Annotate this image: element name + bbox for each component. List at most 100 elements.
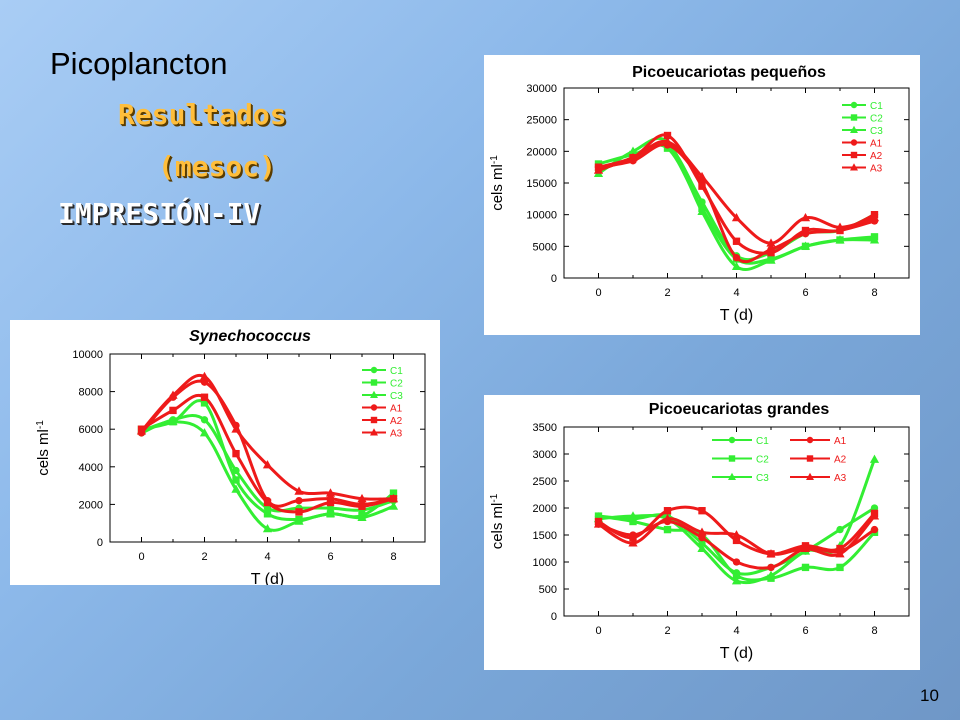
y-tick-label: 10000	[72, 349, 103, 361]
y-axis-label: cels ml-1	[489, 493, 507, 549]
data-point-a2	[629, 534, 637, 542]
data-point-a3	[766, 238, 776, 247]
data-point-a3	[262, 460, 273, 469]
data-point-a3	[628, 152, 638, 162]
data-point-c2	[663, 525, 672, 534]
chart-title: Picoeucariotas pequeños	[632, 64, 826, 81]
page-number: 10	[920, 686, 939, 705]
data-point-a2	[767, 248, 775, 257]
y-tick-label: 4000	[79, 462, 103, 474]
x-tick-label: 4	[264, 551, 270, 563]
y-tick-label: 2000	[533, 503, 557, 515]
data-point-c2	[232, 476, 240, 484]
data-point-a3	[869, 213, 880, 222]
data-point-a3	[662, 137, 673, 146]
data-point-c2	[836, 563, 844, 572]
data-point-a3	[697, 527, 707, 536]
legend-marker-c2	[370, 379, 378, 386]
x-tick-label: 8	[871, 287, 877, 299]
data-point-c3	[869, 454, 880, 463]
data-point-a3	[800, 213, 811, 222]
data-point-a2	[263, 498, 272, 507]
legend-marker-a2	[850, 151, 858, 159]
data-point-a3	[199, 371, 210, 381]
slide-subtitle-resultados: Resultados	[118, 98, 287, 131]
data-point-a1	[870, 525, 879, 534]
y-tick-label: 6000	[79, 424, 103, 436]
slide-subtitle-impresion: IMPRESIÓN-IV	[58, 197, 261, 230]
legend-marker-c2	[728, 455, 736, 462]
data-point-c3	[766, 255, 776, 264]
y-tick-label: 20000	[526, 146, 557, 158]
data-point-a3	[325, 488, 336, 497]
x-tick-label: 0	[595, 625, 601, 637]
data-point-c3	[168, 416, 178, 426]
data-point-c2	[629, 517, 637, 526]
data-point-a3	[766, 549, 776, 558]
y-tick-label: 15000	[526, 178, 557, 190]
data-point-c3	[697, 543, 707, 552]
chart-title: Synechococcus	[189, 328, 311, 345]
data-point-a2	[358, 502, 366, 510]
data-point-a2	[295, 508, 303, 516]
legend-label-a1: A1	[834, 436, 847, 447]
y-tick-label: 10000	[526, 210, 557, 222]
data-point-c3	[294, 516, 304, 525]
chart-picoeucariotas-grandes: Picoeucariotas grandes 0 500 1000 1500 2000 25…	[484, 395, 920, 670]
x-axis-label: T (d)	[720, 307, 753, 324]
y-tick-label: 8000	[79, 387, 103, 399]
chart-svg-pequenos: Picoeucariotas pequeños05000100001500020…	[489, 64, 910, 324]
data-point-a1	[732, 558, 741, 566]
data-point-c1	[232, 466, 240, 475]
y-tick-label: 500	[539, 584, 557, 596]
x-tick-label: 0	[138, 551, 144, 563]
chart-synechococcus: Synechococcus 0 2000 4000 6000 8000 10000 0 2 4 6 8…	[10, 320, 440, 588]
slide-title: Picoplancton	[50, 46, 228, 81]
x-tick-label: 6	[802, 625, 808, 637]
legend-label-a1: A1	[870, 139, 883, 150]
x-tick-label: 8	[871, 625, 877, 637]
data-point-a3	[800, 543, 811, 552]
chart-body: Picoeucariotas pequeños05000100001500020…	[489, 64, 910, 324]
plot-frame	[563, 426, 910, 617]
legend-marker-c3	[850, 125, 858, 133]
chart-svg-synechococcus: Synechococcus 0 2000 4000 6000 8000 10000 0 2 4 6 8…	[35, 328, 426, 588]
data-point-c3	[697, 206, 707, 215]
data-point-c3	[231, 484, 241, 493]
y-tick-label: 1500	[533, 530, 557, 542]
y-tick-label: 3500	[533, 422, 557, 434]
data-point-a2	[663, 131, 672, 140]
chart-title: Picoeucariotas grandes	[649, 401, 830, 418]
legend-label-a2: A2	[390, 416, 403, 427]
legend-marker-c1	[728, 436, 736, 444]
legend-marker-c1	[850, 101, 858, 109]
data-point-a3	[628, 538, 638, 547]
data-point-a3	[697, 171, 707, 181]
series-line-a2	[140, 394, 394, 514]
legend-label-c3: C3	[756, 473, 769, 484]
series-line-c2	[598, 143, 875, 265]
data-point-c1	[326, 504, 335, 512]
data-point-a3	[835, 549, 845, 558]
data-point-a3	[835, 222, 845, 231]
data-point-c1	[836, 525, 844, 534]
data-point-c3	[731, 261, 742, 271]
data-point-a3	[731, 213, 742, 222]
data-point-a3	[136, 426, 147, 435]
y-tick-label: 0	[551, 611, 557, 623]
legend-marker-c3	[370, 390, 378, 398]
legend-label-a3: A3	[834, 473, 847, 484]
x-tick-label: 0	[595, 287, 601, 299]
data-point-a3	[662, 513, 673, 523]
x-tick-label: 8	[390, 551, 396, 563]
data-point-a1	[767, 563, 775, 572]
data-point-a2	[801, 226, 810, 235]
data-point-a3	[294, 486, 304, 495]
data-point-c3	[628, 511, 638, 520]
legend-marker-a3	[806, 472, 814, 480]
legend-label-c3: C3	[390, 391, 403, 402]
data-point-c1	[200, 416, 209, 424]
data-point-a2	[836, 544, 844, 553]
legend-marker-a2	[806, 455, 814, 462]
data-point-c3	[357, 512, 367, 522]
